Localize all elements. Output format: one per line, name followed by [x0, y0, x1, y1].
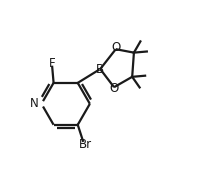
- Text: O: O: [110, 82, 119, 95]
- Text: N: N: [30, 97, 38, 110]
- Text: F: F: [49, 57, 56, 69]
- Text: Br: Br: [79, 138, 92, 151]
- Text: B: B: [96, 62, 104, 76]
- Text: O: O: [111, 41, 120, 54]
